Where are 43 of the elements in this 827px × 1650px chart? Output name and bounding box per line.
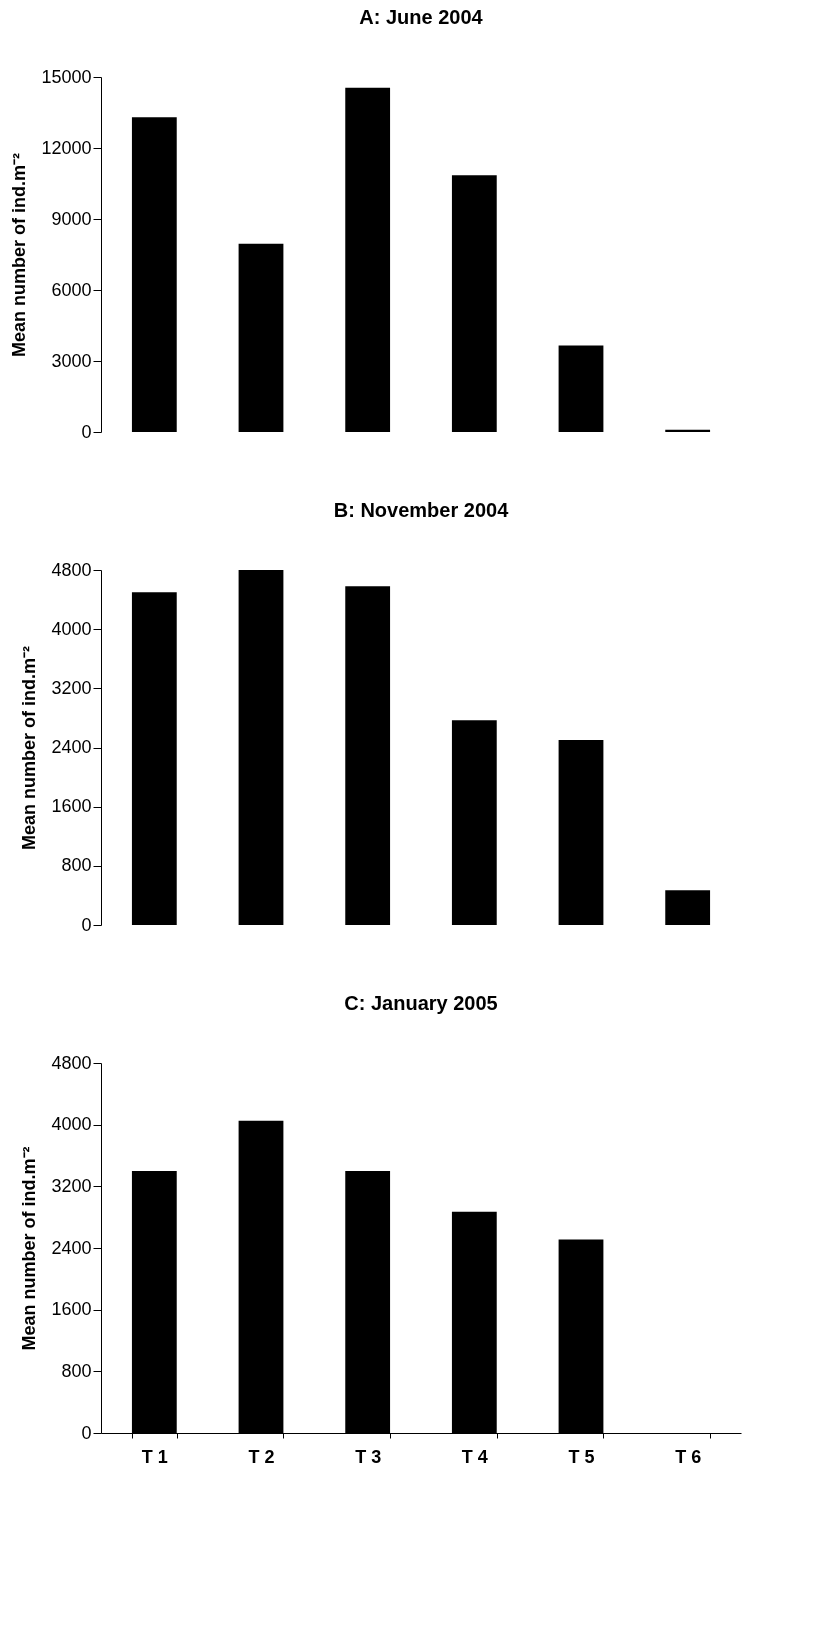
- y-tick-label: 4800: [51, 559, 92, 580]
- bar: [238, 243, 284, 432]
- y-tick-label: 6000: [51, 279, 92, 300]
- y-axis-title: Mean number of ind.m⁻²: [19, 645, 40, 850]
- bar: [345, 586, 391, 925]
- y-tick-label: 800: [61, 855, 92, 876]
- x-tick-label: T 6: [675, 1446, 702, 1467]
- chart-title: C: January 2005: [344, 992, 498, 1014]
- chart-title: B: November 2004: [333, 499, 510, 521]
- bar: [238, 570, 284, 925]
- y-tick-label: 3000: [51, 350, 92, 371]
- bar: [558, 740, 604, 925]
- bar: [665, 890, 711, 925]
- bar: [131, 117, 177, 432]
- y-tick-label: 1600: [51, 796, 92, 817]
- y-tick-label: 4000: [51, 1114, 92, 1135]
- y-tick-label: 0: [81, 1422, 92, 1443]
- y-tick-label: 15000: [41, 66, 92, 87]
- y-tick-label: 3200: [51, 677, 92, 698]
- y-tick-label: 1600: [51, 1299, 92, 1320]
- x-tick-label: T 3: [355, 1446, 382, 1467]
- x-tick-label: T 2: [248, 1446, 275, 1467]
- y-tick-label: 9000: [51, 208, 92, 229]
- bar: [451, 720, 497, 925]
- y-tick-label: 3200: [51, 1175, 92, 1196]
- bar: [131, 592, 177, 925]
- x-tick-label: T 5: [568, 1446, 595, 1467]
- y-tick-label: 2400: [51, 737, 92, 757]
- y-axis-title: Mean number of ind.m⁻²: [9, 152, 30, 357]
- bar: [558, 345, 604, 432]
- y-tick-label: 2400: [51, 1237, 92, 1258]
- y-tick-label: 12000: [41, 137, 92, 158]
- x-tick-label: T 4: [461, 1446, 488, 1467]
- y-axis-title: Mean number of ind.m⁻²: [19, 1146, 40, 1351]
- y-tick-label: 0: [81, 914, 92, 935]
- y-tick-label: 4800: [51, 1052, 92, 1073]
- y-tick-label: 4000: [51, 618, 92, 639]
- y-tick-label: 800: [61, 1360, 92, 1381]
- y-tick-label: 0: [81, 421, 92, 442]
- bar: [345, 87, 391, 432]
- x-tick-label: T 1: [141, 1446, 168, 1467]
- bar: [451, 175, 497, 432]
- chart-title: A: June 2004: [359, 6, 484, 28]
